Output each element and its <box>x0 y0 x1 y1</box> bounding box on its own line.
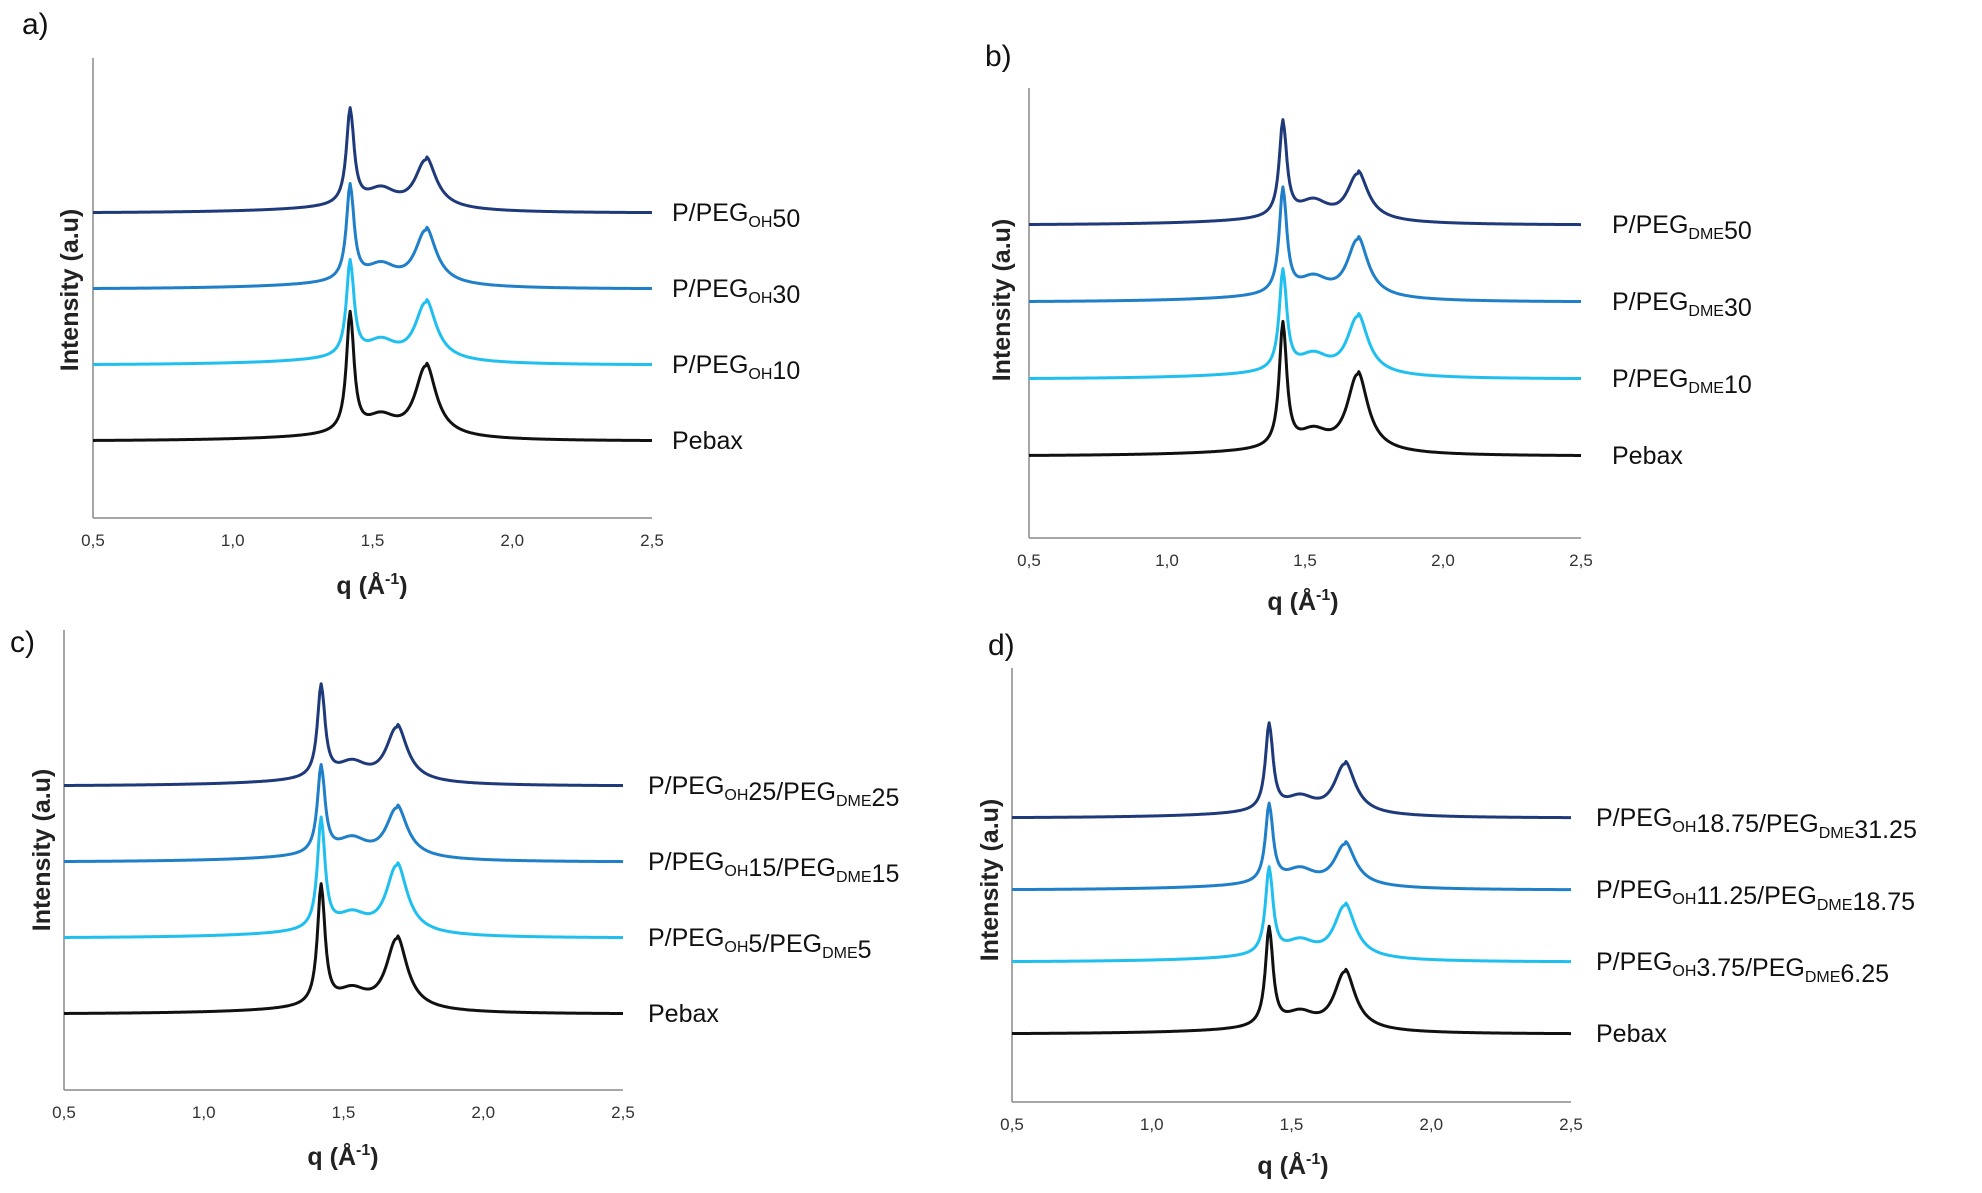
x-tick-label: 0,5 <box>81 531 105 550</box>
y-axis-title: Intensity (a.u) <box>28 769 56 932</box>
panel-label: d) <box>988 629 1015 662</box>
x-tick-label: 2,5 <box>640 531 664 550</box>
panel-label: a) <box>22 8 49 41</box>
series-line <box>1028 118 1582 227</box>
y-axis-title: Intensity (a.u) <box>976 799 1004 962</box>
panel-label: b) <box>985 40 1012 73</box>
series-label: Pebax <box>1612 442 1683 470</box>
series-line <box>1028 185 1582 304</box>
y-axis-title: Intensity (a.u) <box>988 219 1016 382</box>
series-label: P/PEGDME10 <box>1612 365 1752 399</box>
series-line <box>1028 319 1582 457</box>
series-label: P/PEGDME30 <box>1612 288 1752 322</box>
series-line <box>92 309 653 442</box>
series-label: Pebax <box>672 427 743 455</box>
x-tick-label: 1,5 <box>1293 551 1317 570</box>
series-line <box>1011 801 1572 892</box>
x-axis-title: q (Å-1) <box>1267 587 1338 616</box>
x-tick-label: 2,5 <box>1559 1115 1583 1134</box>
x-tick-label: 1,5 <box>332 1103 356 1122</box>
series-line <box>92 257 653 367</box>
series-line <box>63 882 624 1015</box>
series-label: Pebax <box>1596 1020 1667 1048</box>
series-label: P/PEGOH3.75/PEGDME6.25 <box>1596 948 1889 988</box>
x-tick-label: 1,0 <box>1140 1115 1164 1134</box>
panel-c: c) 0,5 1,0 1,5 2,0 2,5 q (Å-1) Intensity (a.u) P… <box>10 626 899 1171</box>
series-label: P/PEGOH10 <box>672 351 800 385</box>
panel-label: c) <box>10 626 35 659</box>
x-axis-title: q (Å-1) <box>336 571 407 600</box>
y-axis-title: Intensity (a.u) <box>56 209 84 372</box>
panel-d: d) 0,5 1,0 1,5 2,0 2,5 q (Å-1) Intensity (a.u) P… <box>976 629 1917 1180</box>
x-tick-label: 2,5 <box>1569 551 1593 570</box>
x-tick-label: 1,0 <box>192 1103 216 1122</box>
x-tick-label: 0,5 <box>1017 551 1041 570</box>
series-label: P/PEGOH30 <box>672 275 800 309</box>
x-tick-label: 1,0 <box>221 531 245 550</box>
series-label: P/PEGOH18.75/PEGDME31.25 <box>1596 804 1917 844</box>
x-tick-label: 2,0 <box>1431 551 1455 570</box>
series-line <box>1011 865 1572 964</box>
x-tick-label: 1,5 <box>1280 1115 1304 1134</box>
series-label: P/PEGOH50 <box>672 199 800 233</box>
panel-a: a) 0,5 1,0 1,5 2,0 2,5 q (Å-1) Intensity (a.u) P… <box>22 8 800 600</box>
series-line <box>1011 924 1572 1036</box>
x-axis-title: q (Å-1) <box>307 1142 378 1171</box>
panel-b: b) 0,5 1,0 1,5 2,0 2,5 q (Å-1) Intensity (a.u) P… <box>985 40 1752 616</box>
x-tick-label: 2,0 <box>1419 1115 1443 1134</box>
x-tick-label: 2,5 <box>611 1103 635 1122</box>
series-label: P/PEGOH11.25/PEGDME18.75 <box>1596 876 1915 916</box>
x-axis-title: q (Å-1) <box>1257 1151 1328 1180</box>
series-label: Pebax <box>648 1000 719 1028</box>
series-line <box>1028 267 1582 381</box>
x-tick-label: 0,5 <box>1000 1115 1024 1134</box>
x-tick-label: 2,0 <box>500 531 524 550</box>
x-tick-label: 1,0 <box>1155 551 1179 570</box>
series-label: P/PEGOH5/PEGDME5 <box>648 924 872 964</box>
series-line <box>63 762 624 864</box>
x-tick-label: 1,5 <box>361 531 385 550</box>
series-label: P/PEGOH25/PEGDME25 <box>648 772 899 812</box>
series-line <box>1011 721 1572 820</box>
series-line <box>92 181 653 291</box>
series-label: P/PEGDME50 <box>1612 211 1752 245</box>
series-line <box>92 106 653 215</box>
series-line <box>63 815 624 940</box>
series-line <box>63 682 624 788</box>
series-label: P/PEGOH15/PEGDME15 <box>648 848 899 888</box>
x-tick-label: 2,0 <box>471 1103 495 1122</box>
x-tick-label: 0,5 <box>52 1103 76 1122</box>
